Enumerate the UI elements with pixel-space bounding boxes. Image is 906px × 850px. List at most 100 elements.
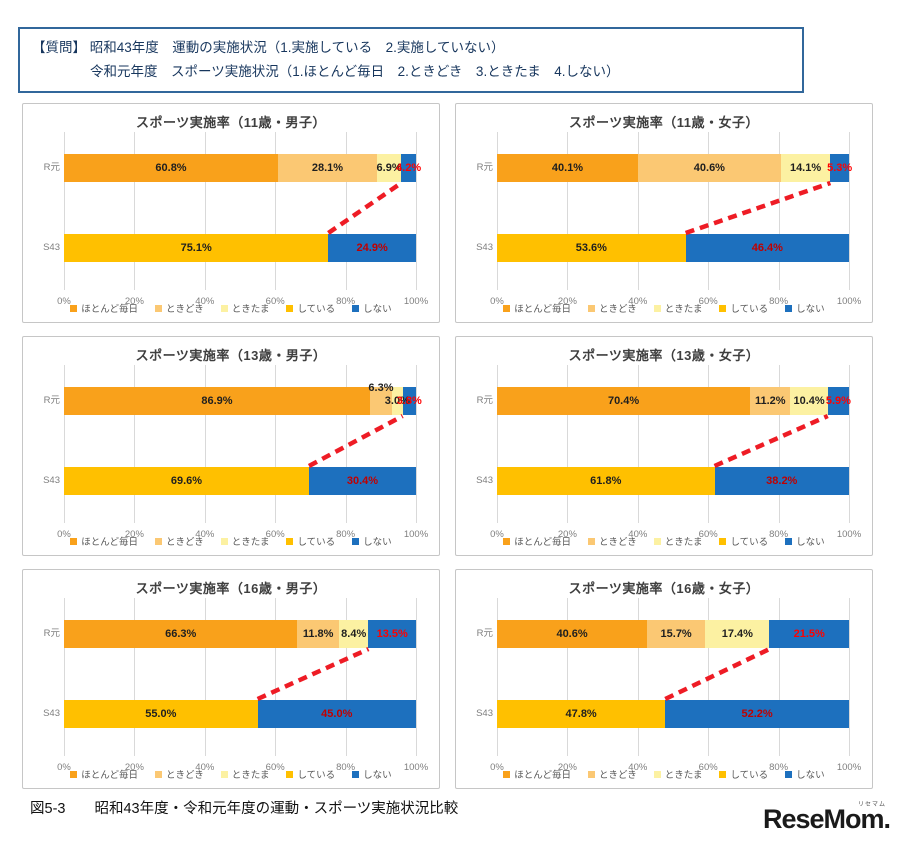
legend-item: しない: [785, 767, 825, 781]
chart-legend: ほとんど毎日 ときどき ときたま している しない: [23, 301, 439, 315]
bar-segment: 15.7%: [647, 620, 706, 648]
gridline: [64, 132, 65, 290]
segment-value-label: 55.0%: [145, 708, 177, 720]
bar-segment: 10.4%: [790, 387, 828, 415]
bar-segment: 70.4%: [497, 387, 751, 415]
legend-item: ときどき: [155, 301, 204, 315]
gridline: [345, 598, 347, 756]
segment-value-label: 21.5%: [793, 628, 825, 640]
legend-swatch: [352, 770, 360, 778]
legend-label: ときどき: [166, 770, 204, 781]
x-axis-tick: 60%: [698, 296, 718, 307]
x-axis-tick: 20%: [124, 762, 144, 773]
bar-segment: 86.9%: [64, 387, 370, 415]
bar-segment: 5.9%: [826, 387, 851, 415]
row-label-r1: R元: [476, 395, 493, 406]
segment-value-label: 61.8%: [590, 475, 622, 487]
x-axis-tick: 100%: [403, 296, 429, 307]
legend-item: ほとんど毎日: [70, 767, 138, 781]
legend-swatch: [503, 304, 511, 312]
segment-value-label: 86.9%: [201, 395, 233, 407]
segment-value-label: 6.3%: [368, 382, 394, 394]
gridline: [275, 598, 277, 756]
stacked-bar-r1: 66.3% 11.8% 8.4% 13.5%: [64, 620, 416, 648]
bar-segment: 13.5%: [368, 620, 416, 648]
legend-label: ときたま: [664, 770, 703, 781]
legend-label: ときどき: [166, 537, 204, 548]
gridline: [134, 365, 136, 523]
row-label-s43: S43: [43, 242, 60, 253]
legend-label: ときどき: [166, 304, 204, 315]
x-axis-tick: 0%: [57, 529, 71, 540]
bar-segment: 28.1%: [278, 154, 377, 182]
legend-label: ときどき: [599, 770, 637, 781]
gridline: [345, 132, 347, 290]
bar-segment: 3.8%: [397, 387, 422, 415]
legend-label: ほとんど毎日: [514, 304, 572, 315]
bar-segment: 3.0%: [385, 387, 410, 415]
legend-label: ときどき: [599, 304, 637, 315]
legend-item: ときどき: [588, 767, 637, 781]
gridline: [416, 132, 417, 290]
x-axis-tick: 40%: [628, 762, 648, 773]
legend-swatch: [220, 537, 228, 545]
question-line-2: 令和元年度 スポーツ実施状況（1.ほとんど毎日 2.ときどき 3.ときたま 4.…: [90, 64, 620, 79]
legend-swatch: [785, 537, 793, 545]
row-label-s43: S43: [476, 708, 493, 719]
bar-segment: 47.8%: [497, 700, 666, 728]
bar-segment: 40.1%: [497, 154, 638, 182]
legend-label: ほとんど毎日: [514, 537, 572, 548]
row-label-r1: R元: [43, 395, 60, 406]
legend-item: ときどき: [588, 301, 637, 315]
segment-value-label: 15.7%: [660, 628, 692, 640]
x-axis-tick: 40%: [195, 529, 215, 540]
legend-label: している: [730, 770, 769, 781]
gridline: [849, 598, 850, 756]
plot-area: 0% 20% 40% 60% 80% 100% R元 70.4% 11.2% 10.4% 5.9% S…: [476, 365, 861, 540]
row-label-r1: R元: [476, 628, 493, 639]
bar-segment: 11.2%: [750, 387, 791, 415]
bar-segment: 14.1%: [780, 154, 831, 182]
legend-swatch: [70, 770, 78, 778]
legend-swatch: [653, 304, 661, 312]
gridline: [345, 365, 347, 523]
legend-item: ときどき: [155, 534, 204, 548]
chart-title: スポーツ実施率（11歳・男子）: [136, 115, 326, 130]
legend-swatch: [588, 537, 596, 545]
x-axis-tick: 20%: [124, 529, 144, 540]
legend-label: しない: [796, 537, 825, 548]
gridline: [849, 365, 850, 523]
gridline: [134, 132, 136, 290]
legend-item: しない: [785, 301, 825, 315]
chart-title: スポーツ実施率（11歳・女子）: [569, 115, 759, 130]
chart-title: スポーツ実施率（16歳・女子）: [568, 581, 760, 596]
bar-segment: 61.8%: [497, 467, 715, 495]
chart-title: スポーツ実施率（13歳・男子）: [135, 348, 327, 363]
x-axis-tick: 20%: [557, 529, 577, 540]
legend-swatch: [785, 304, 793, 312]
chart-legend: ほとんど毎日 ときどき ときたま している しない: [456, 534, 872, 548]
legend-swatch: [220, 770, 228, 778]
segment-value-label: 38.2%: [766, 475, 798, 487]
legend-label: しない: [796, 770, 825, 781]
legend-label: ときたま: [231, 304, 270, 315]
trend-dashed-line: [713, 413, 829, 469]
stacked-bar-s43: 75.1% 24.9%: [64, 234, 416, 262]
segment-value-label: 47.8%: [565, 708, 597, 720]
gridline: [637, 365, 639, 523]
legend-swatch: [352, 537, 360, 545]
chart-legend: ほとんど毎日 ときどき ときたま している しない: [23, 534, 439, 548]
row-label-s43: S43: [476, 242, 493, 253]
x-axis-tick: 60%: [698, 762, 718, 773]
legend-label: ほとんど毎日: [514, 770, 572, 781]
legend-label: している: [730, 304, 769, 315]
legend-swatch: [70, 304, 78, 312]
legend-swatch: [785, 770, 793, 778]
bar-segment: 24.9%: [328, 234, 416, 262]
legend-item: ときたま: [220, 301, 270, 315]
segment-value-label: 60.8%: [155, 162, 187, 174]
row-label-s43: S43: [43, 475, 60, 486]
legend-swatch: [588, 770, 596, 778]
x-axis-tick: 0%: [490, 529, 504, 540]
gridline: [567, 132, 569, 290]
